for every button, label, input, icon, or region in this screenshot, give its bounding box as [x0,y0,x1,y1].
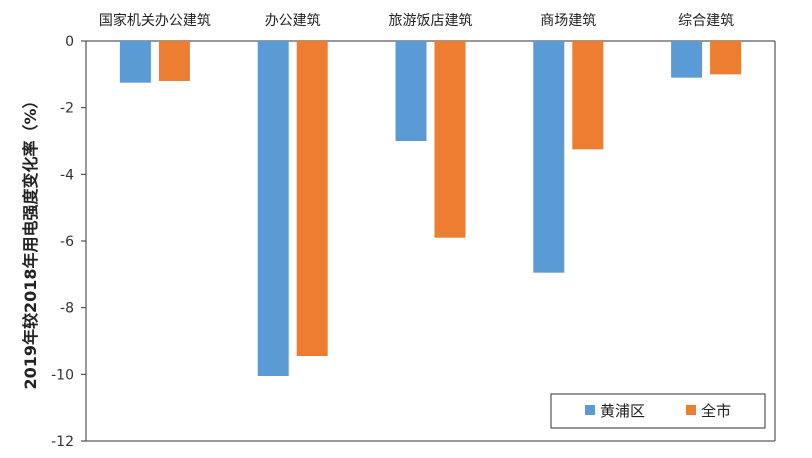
legend-label-huangpu: 黄浦区 [600,402,645,420]
bar-citywide [158,41,190,81]
category-label: 旅游饭店建筑 [389,13,473,29]
y-tick-label: -8 [60,301,74,317]
bars [119,41,742,376]
category-label: 综合建筑 [678,13,734,29]
axes [81,40,776,442]
bar-huangpu [671,41,703,78]
legend-label-citywide: 全市 [701,402,731,420]
y-axis-label: 2019年较2018年用电强度变化率（%） [21,92,40,389]
bar-huangpu [395,41,427,141]
legend-box [550,393,766,429]
y-tick-label: 0 [65,34,74,50]
bar-citywide [434,41,466,238]
category-label: 国家机关办公建筑 [99,12,211,29]
bar-huangpu [257,41,289,376]
y-tick-label: -6 [60,234,74,250]
bar-huangpu [119,41,151,83]
y-tick-label: -10 [51,367,74,383]
y-tick-label: -12 [51,434,74,450]
legend-swatch-citywide [686,405,696,415]
legend-swatch-huangpu [585,405,595,415]
bar-citywide [572,41,604,150]
y-tick-label: -4 [60,167,74,183]
category-label: 商场建筑 [540,13,596,29]
y-tick-label: -2 [60,101,74,117]
bar-citywide [710,41,742,75]
legend: 黄浦区 全市 [550,393,766,429]
category-labels: 国家机关办公建筑 办公建筑 旅游饭店建筑 商场建筑 综合建筑 [99,12,734,29]
y-tick-labels: 0 -2 -4 -6 -8 -10 -12 [51,34,74,450]
bar-huangpu [533,41,565,273]
bar-citywide [296,41,328,356]
category-label: 办公建筑 [265,13,321,29]
